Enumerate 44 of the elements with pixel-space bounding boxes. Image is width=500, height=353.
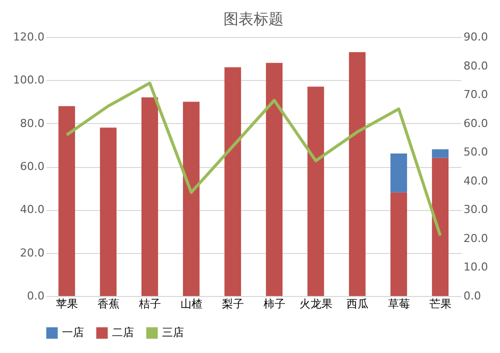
y2-tick-label: 20.0 bbox=[464, 232, 488, 245]
bar bbox=[432, 149, 449, 158]
line-series bbox=[65, 82, 442, 238]
bar bbox=[182, 102, 200, 296]
bar bbox=[266, 62, 283, 296]
bar bbox=[432, 158, 449, 296]
x-tick-label: 梨子 bbox=[222, 298, 244, 310]
x-tick-label: 芒果 bbox=[429, 298, 452, 310]
bar bbox=[224, 67, 242, 296]
legend-label: 一店 bbox=[62, 326, 84, 339]
y2-tick-label: 50.0 bbox=[464, 146, 488, 159]
y2-tick-label: 80.0 bbox=[464, 59, 488, 72]
y2-tick-label: 30.0 bbox=[464, 203, 488, 216]
y2-tick-label: 0.0 bbox=[464, 290, 481, 302]
x-tick-label: 苹果 bbox=[56, 298, 78, 310]
x-tick-label: 山楂 bbox=[180, 298, 202, 310]
bar bbox=[307, 86, 324, 296]
y2-tick-label: 70.0 bbox=[464, 88, 488, 102]
y-tick-label: 60.0 bbox=[20, 160, 44, 173]
x-tick-label: 草莓 bbox=[388, 298, 410, 310]
chart-title: 图表标题 bbox=[224, 10, 284, 28]
bar bbox=[348, 52, 366, 296]
y2-tick-label: 60.0 bbox=[464, 116, 488, 130]
y-tick-label: 40.0 bbox=[20, 203, 44, 216]
legend-label: 三店 bbox=[162, 326, 184, 339]
legend-label: 二店 bbox=[112, 326, 134, 339]
x-tick-label: 西瓜 bbox=[346, 298, 368, 310]
bar bbox=[390, 154, 408, 192]
x-tick-label: 火龙果 bbox=[299, 298, 332, 310]
y2-tick-label: 40.0 bbox=[464, 174, 488, 188]
y-tick-label: 100.0 bbox=[13, 74, 44, 87]
x-tick-label: 桔子 bbox=[138, 298, 161, 310]
y-tick-label: 0.0 bbox=[27, 290, 44, 302]
bar bbox=[141, 97, 158, 296]
y2-tick-label: 90.0 bbox=[464, 30, 488, 44]
y-tick-label: 120.0 bbox=[13, 30, 44, 44]
y-tick-label: 80.0 bbox=[20, 116, 44, 130]
bar bbox=[100, 128, 117, 296]
y2-tick-label: 10.0 bbox=[464, 260, 488, 274]
y-tick-label: 20.0 bbox=[20, 246, 44, 260]
x-tick-label: 香蕉 bbox=[97, 298, 120, 310]
bar bbox=[390, 192, 408, 296]
bar bbox=[58, 106, 76, 296]
x-tick-label: 柿子 bbox=[263, 298, 286, 310]
